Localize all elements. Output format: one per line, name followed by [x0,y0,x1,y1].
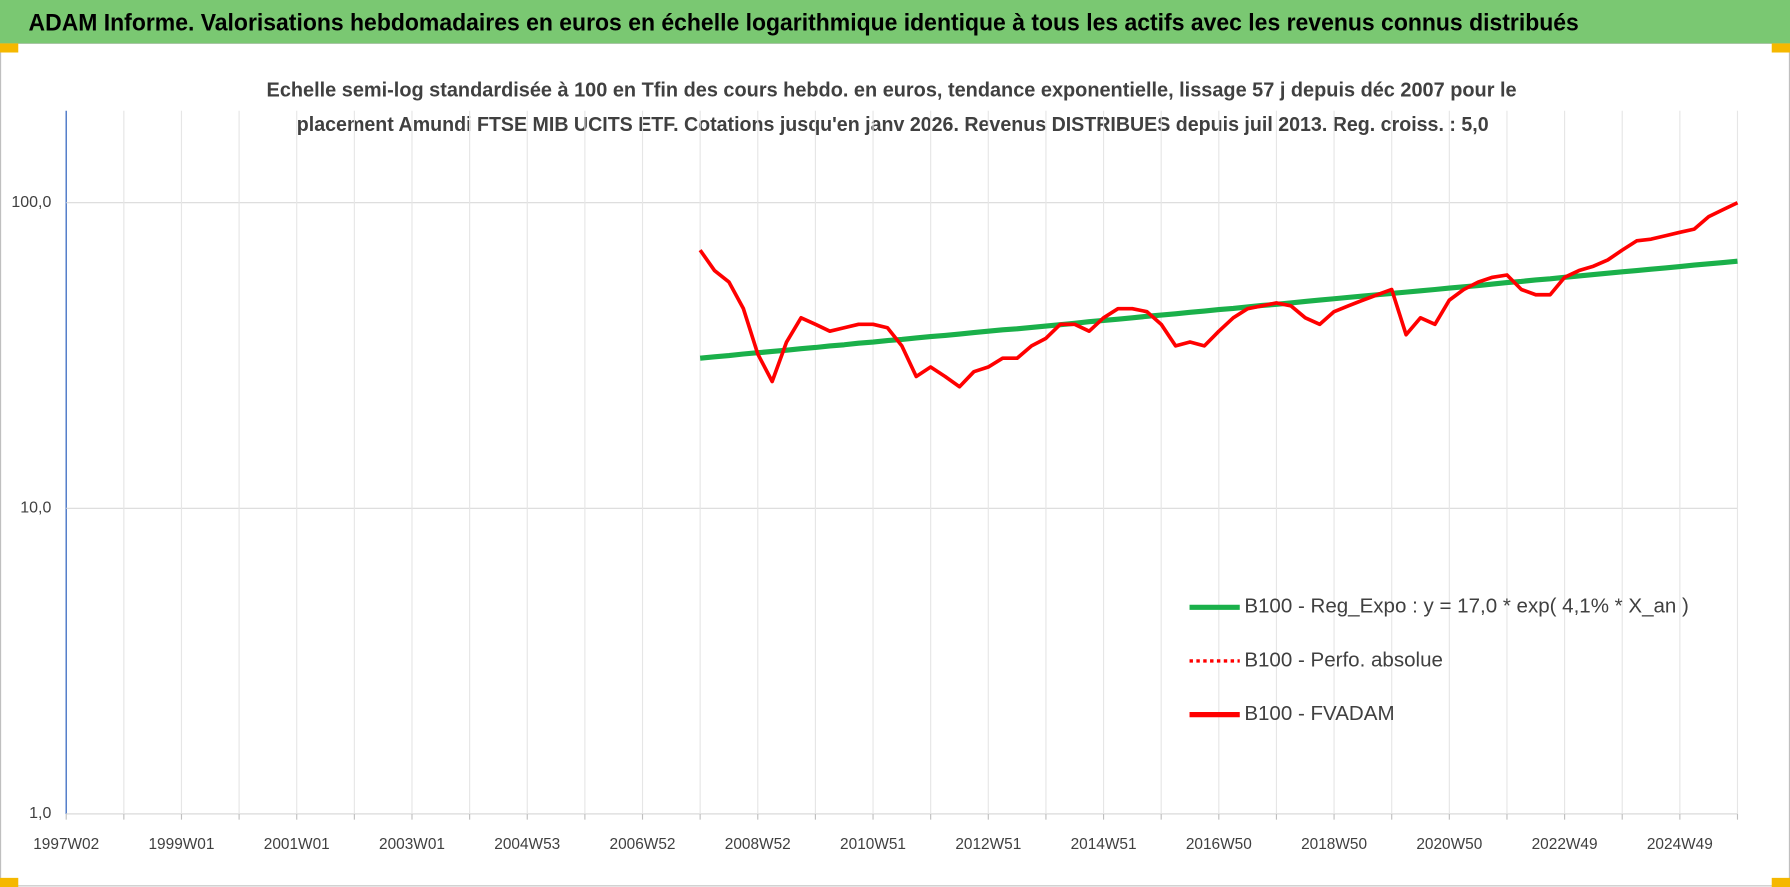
x-tick-label: 2022W49 [1532,836,1598,853]
x-tick-label: 2001W01 [264,836,330,853]
y-tick-label: 100,0 [11,194,51,211]
chart-title: ADAM Informe. Valorisations hebdomadaire… [29,9,1579,36]
legend-label: B100 - Reg_Expo : y = 17,0 * exp( 4,1% *… [1244,595,1689,618]
x-tick-label: 1997W02 [33,836,99,853]
series-line [698,201,1739,389]
x-tick-label: 2006W52 [610,836,676,853]
chart-subtitle: placement Amundi FTSE MIB UCITS ETF. Cot… [297,113,1489,136]
x-tick-label: 2016W50 [1186,836,1252,853]
legend-label: B100 - FVADAM [1244,702,1394,725]
corner [0,877,19,887]
x-tick-label: 2012W51 [955,836,1021,853]
x-tick-label: 2024W49 [1647,836,1713,853]
x-tick-label: 2004W53 [494,836,560,853]
header-band [0,0,1790,44]
x-tick-label: 2020W50 [1416,836,1482,853]
x-tick-label: 1999W01 [148,836,214,853]
y-tick-label: 1,0 [29,805,51,822]
x-tick-label: 2018W50 [1301,836,1367,853]
x-tick-label: 2014W51 [1071,836,1137,853]
corner [1771,877,1790,887]
legend-label: B100 - Perfo. absolue [1244,648,1443,671]
x-tick-label: 2010W51 [840,836,906,853]
x-tick-label: 2003W01 [379,836,445,853]
x-tick-label: 2008W52 [725,836,791,853]
chart-subtitle: Echelle semi-log standardisée à 100 en T… [267,79,1517,102]
corner [1771,43,1790,53]
corner [0,43,19,53]
y-tick-label: 10,0 [20,500,51,517]
